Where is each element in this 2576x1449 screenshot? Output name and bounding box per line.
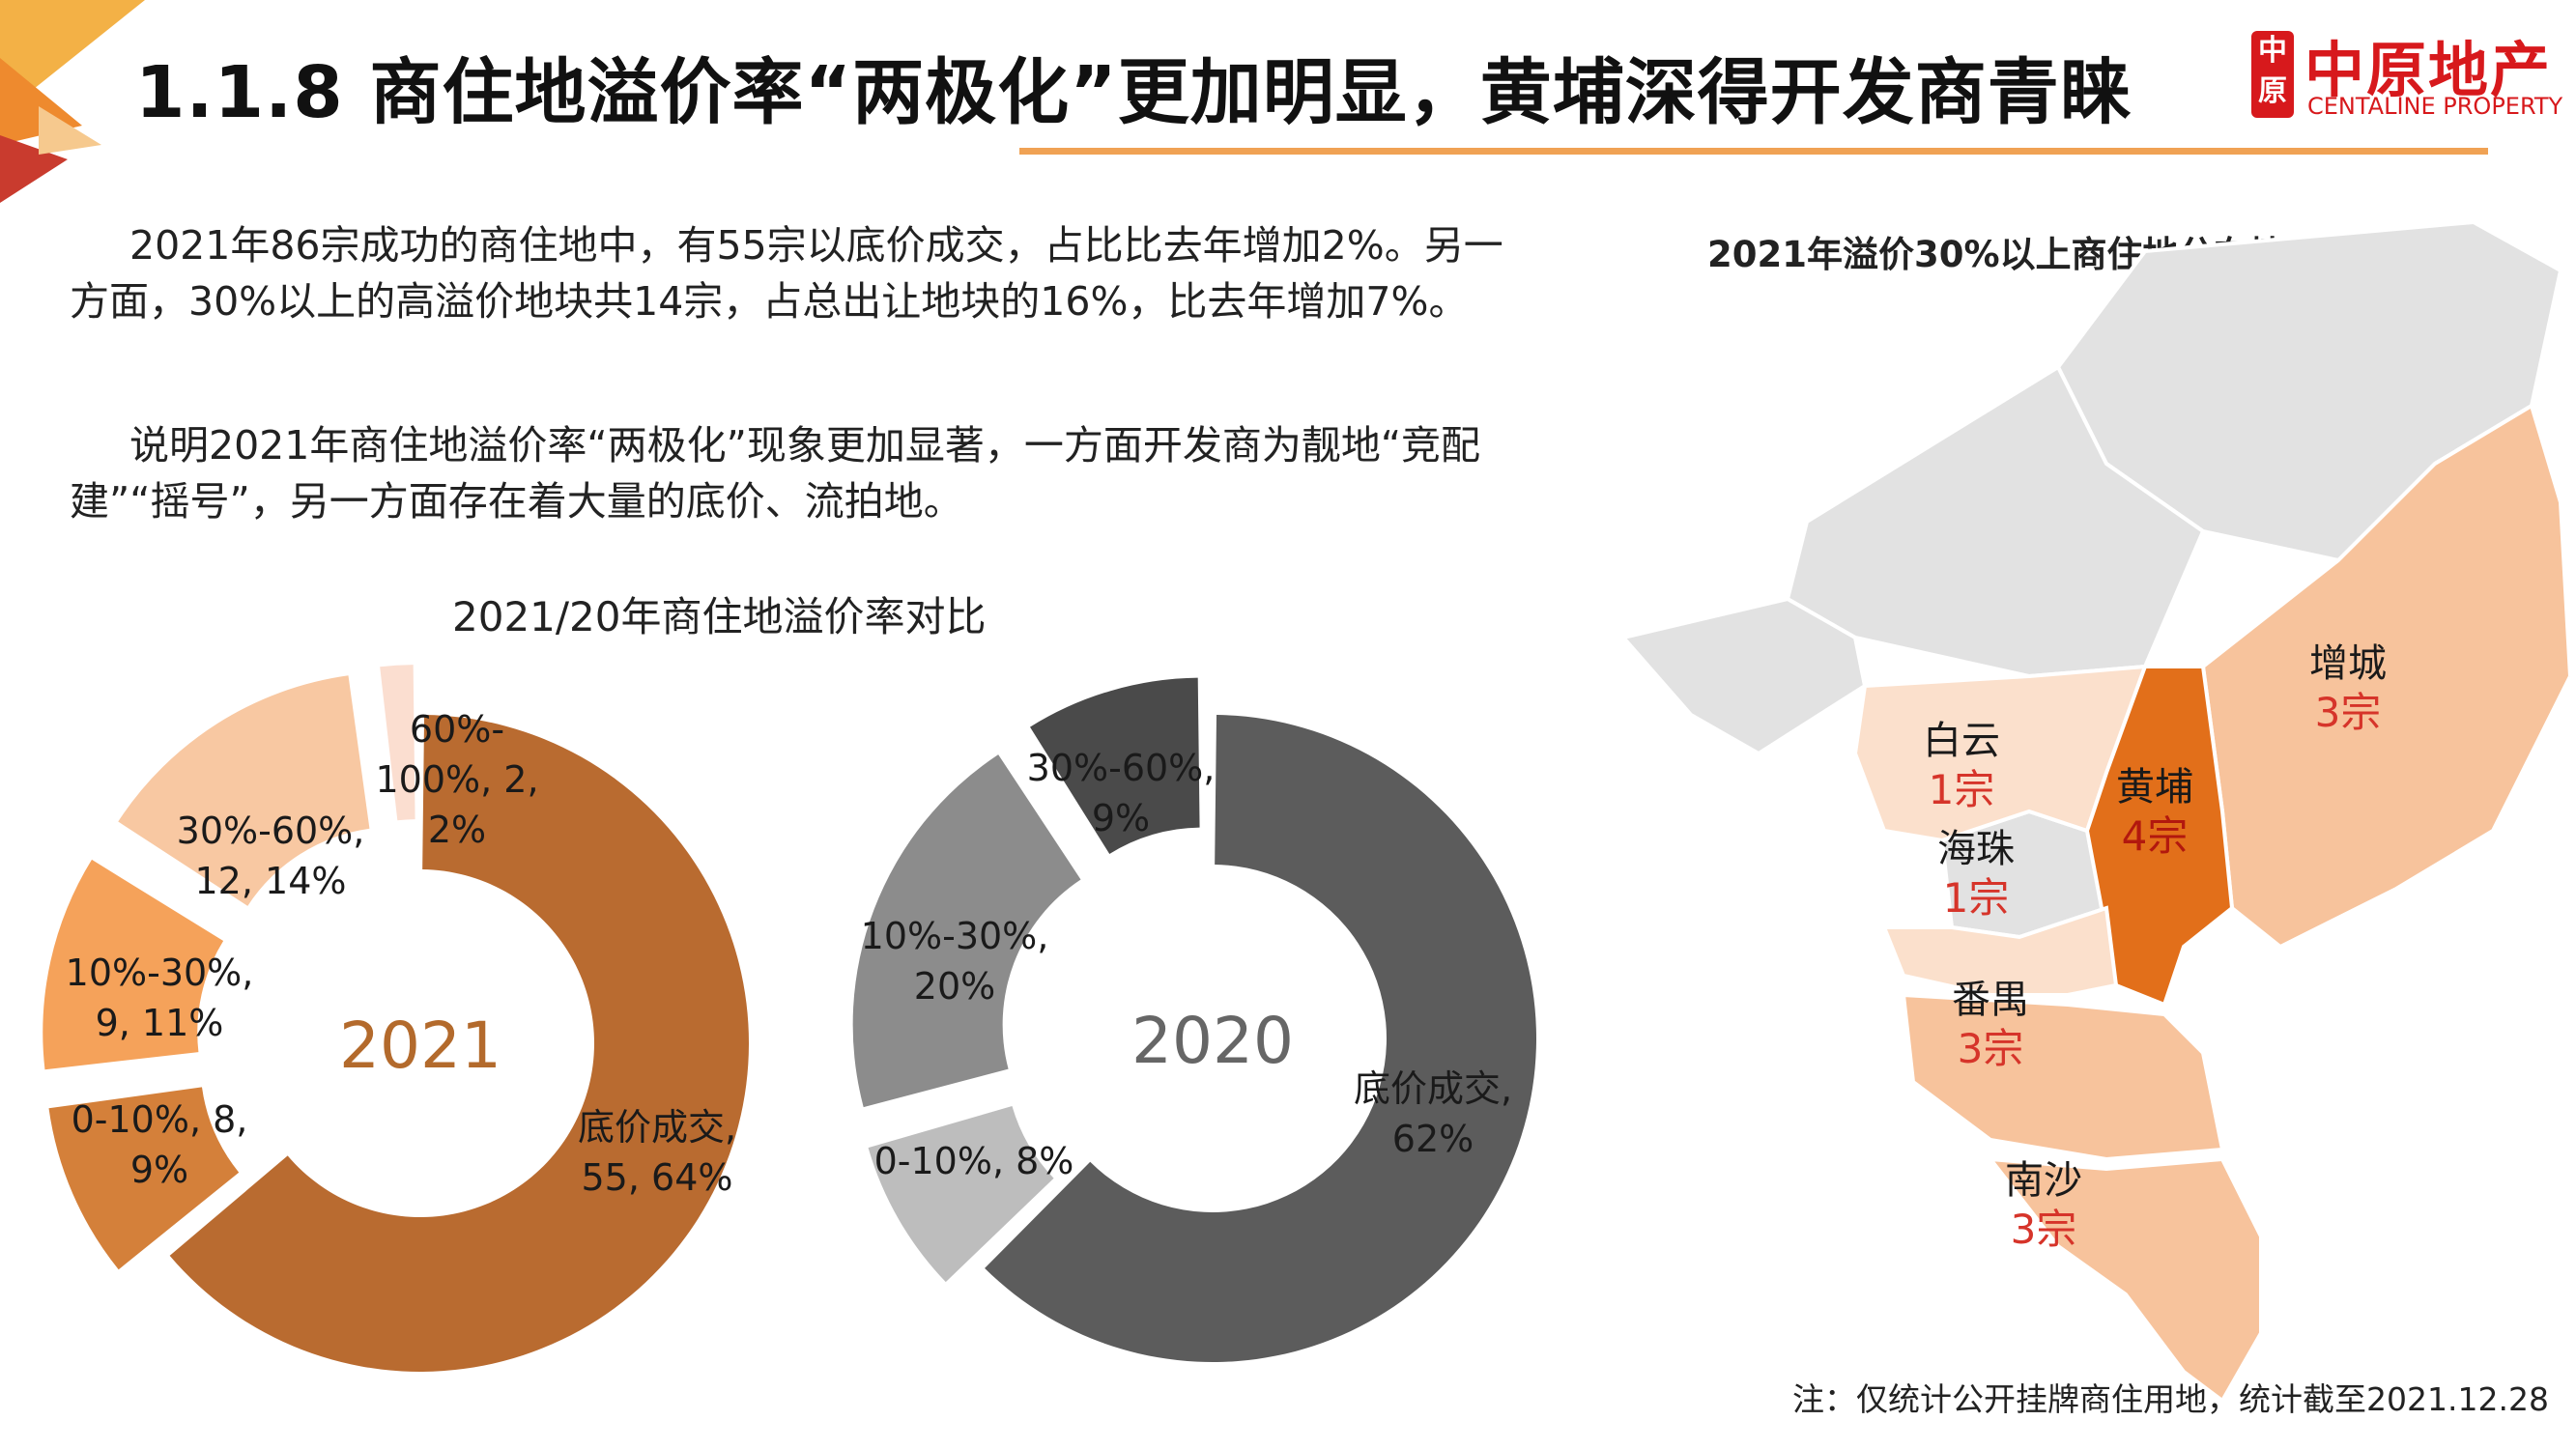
district-shape [1901,992,2225,1162]
district-count: 4宗 [2122,812,2189,860]
slice-2021-0-10% [48,1087,240,1270]
logo-name-en: CENTALINE PROPERTY [2307,93,2563,120]
corner-decoration [0,0,145,203]
slice-2021-30%-60% [118,675,370,906]
data-label-2021-10%-30%: 10%-30%, 9, 11% [66,952,254,1044]
slice-2020-10%-30% [852,754,1081,1108]
map-other-regions [1619,219,2563,940]
district-name: 增城 [2309,641,2387,686]
donut-2021: 2021 底价成交, 55, 64% 0-10%, 8, 9% 10%-30%, 9, 11… [43,665,749,1372]
chart-title: 2021/20年商住地溢价率对比 [452,593,987,640]
district-count: 1宗 [1943,874,2010,922]
district-shape [2084,665,2235,1008]
district-name: 白云 [1923,719,2000,763]
slice-2020-底价成交 [985,715,1537,1362]
data-label-2020-0-10%: 0-10%, 8% [874,1140,1074,1182]
slice-2021-底价成交 [169,715,749,1372]
logo-seal-icon: 中原 [2251,31,2294,118]
center-label-2021: 2021 [339,1009,501,1083]
data-label-2021-60%-100%: 60%-100%, 2, 2% [375,708,538,851]
district-shape [1881,905,2119,997]
district-count: 1宗 [1929,766,1995,813]
center-label-2020: 2020 [1131,1004,1294,1078]
data-label-2020-30%-60%: 30%-60%, 9% [1027,747,1216,839]
donut-charts: 2021 底价成交, 55, 64% 0-10%, 8, 9% 10%-30%, 9, 11… [43,665,1537,1372]
district-shape [1986,1156,2263,1404]
district-name: 海珠 [1937,827,2015,871]
district-name: 番禺 [1952,978,2029,1022]
district-name: 南沙 [2005,1158,2082,1203]
district-shape [1852,664,2148,843]
data-label-2021-0-10%: 0-10%, 8, 9% [72,1098,248,1191]
data-label-2021-底价成交: 底价成交, 55, 64% [578,1106,736,1199]
map-region-west [1619,596,1868,756]
data-label-2020-10%-30%: 10%-30%, 20% [861,915,1049,1008]
footnote: 注：仅统计公开挂牌商住用地，统计截至2021.12.28 [1792,1380,2549,1418]
company-logo: 中原 中原地产 CENTALINE PROPERTY [2251,21,2570,128]
district-name: 黄埔 [2116,765,2193,810]
data-label-2021-30%-60%: 30%-60%, 12, 14% [177,810,365,902]
page-title: 1.1.8 商住地溢价率“两极化”更加明显，黄埔深得开发商青睐 [135,51,2132,134]
slice-2021-60%-100% [380,665,415,821]
logo-name-cn: 中原地产 [2304,35,2553,105]
donut-2020: 2020 底价成交, 62% 0-10%, 8% 10%-30%, 20% 30%-60%,… [852,677,1537,1362]
title-underline [1019,148,2488,155]
paragraph-conclusion: 说明2021年商住地溢价率“两极化”现象更加显著，一方面开发商为靓地“竞配建”“… [70,422,1481,525]
district-count: 3宗 [1958,1025,2024,1072]
data-label-2020-底价成交: 底价成交, 62% [1354,1067,1512,1160]
slice-2020-30%-60% [1030,677,1200,855]
district-count: 3宗 [2315,689,2382,736]
paragraph-summary: 2021年86宗成功的商住地中，有55宗以底价成交，占比比去年增加2%。另一方面… [70,222,1503,325]
district-count: 3宗 [2011,1206,2077,1253]
slice-2020-0-10% [868,1106,1054,1283]
slice-2021-10%-30% [43,859,224,1070]
